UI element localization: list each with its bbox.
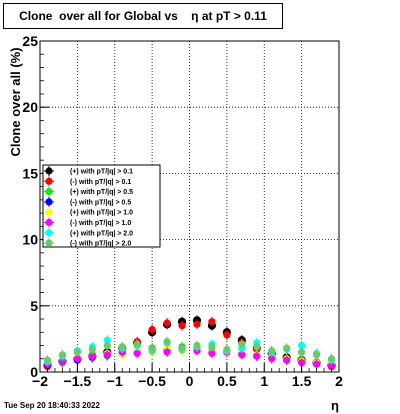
x-tick-label: −1.5 xyxy=(64,373,92,389)
data-point xyxy=(178,322,186,330)
legend-marker xyxy=(45,239,53,247)
legend-marker xyxy=(45,208,53,216)
data-point xyxy=(208,343,216,351)
data-point xyxy=(253,343,261,351)
series-8 xyxy=(43,336,336,366)
legend-entry-4: (-) with pT/|q| > 0.5 xyxy=(44,196,131,207)
y-tick-label: 20 xyxy=(22,99,38,115)
data-point xyxy=(118,343,126,351)
data-point xyxy=(148,345,156,354)
data-point xyxy=(163,319,171,327)
data-point xyxy=(88,352,96,360)
data-point xyxy=(238,351,246,359)
legend-entry-6: (-) with pT/|q| > 1.0 xyxy=(44,217,131,228)
x-axis-title: η xyxy=(331,398,339,413)
y-tick-label: 0 xyxy=(30,364,38,380)
legend-marker xyxy=(45,177,53,185)
data-point xyxy=(88,345,96,354)
x-tick-label: 1.5 xyxy=(292,373,312,389)
data-point xyxy=(283,344,291,352)
axis-ticks xyxy=(39,40,340,373)
legend-label: (+) with pT/|q| > 0.5 xyxy=(70,189,133,196)
x-tick-label: 2 xyxy=(335,373,343,389)
data-point xyxy=(327,361,336,369)
data-point xyxy=(253,352,261,360)
timestamp: Tue Sep 20 18:40:33 2022 xyxy=(4,401,100,410)
data-point xyxy=(133,340,141,348)
data-point xyxy=(103,341,111,350)
legend-entry-3: (+) with pT/|q| > 0.5 xyxy=(44,186,133,197)
x-tick-label: −0.5 xyxy=(138,373,166,389)
y-tick-label: 15 xyxy=(22,165,38,181)
legend-entry-1: (+) with pT/|q| > 0.1 xyxy=(44,166,133,176)
legend: (+) with pT/|q| > 0.1 (-) with pT/|q| > 0… xyxy=(42,164,161,249)
data-point xyxy=(103,336,111,344)
x-tick-label: 0.5 xyxy=(217,373,237,389)
legend-label: (-) with pT/|q| > 0.1 xyxy=(70,179,131,186)
y-tick-label: 10 xyxy=(22,232,38,248)
chart-title-box: Clone over all for Global vs η at pT > 0… xyxy=(3,3,283,29)
data-point xyxy=(193,320,201,328)
data-point xyxy=(43,356,52,364)
data-point xyxy=(73,355,81,363)
data-point xyxy=(163,337,171,346)
legend-marker xyxy=(45,188,53,196)
data-point xyxy=(268,347,276,355)
legend-label: (+) with pT/|q| > 0.1 xyxy=(70,169,133,176)
legend-label: (+) with pT/|q| > 2.0 xyxy=(70,230,133,237)
data-point xyxy=(298,348,306,356)
data-points xyxy=(43,315,336,372)
y-tick-label: 5 xyxy=(30,298,38,314)
data-point xyxy=(312,360,321,368)
data-point xyxy=(208,318,216,326)
data-point xyxy=(58,351,67,359)
data-point xyxy=(298,341,306,350)
x-tick-label: −2 xyxy=(32,373,48,389)
data-point xyxy=(148,326,156,334)
data-point xyxy=(312,351,321,359)
legend-label: (-) with pT/|q| > 1.0 xyxy=(70,220,131,227)
data-point xyxy=(133,349,141,358)
data-point xyxy=(283,356,291,364)
legend-marker xyxy=(45,198,53,206)
chart-title: Clone over all for Global vs η at pT > 0… xyxy=(19,9,267,23)
x-tick-label: −1 xyxy=(107,373,123,389)
data-point xyxy=(208,349,216,358)
x-tick-label: 1 xyxy=(260,373,268,389)
legend-entry-2: (-) with pT/|q| > 0.1 xyxy=(44,176,131,187)
legend-entry-8: (-) with pT/|q| > 2.0 xyxy=(44,238,131,249)
data-point xyxy=(238,340,246,348)
y-tick-label: 25 xyxy=(22,33,38,49)
data-point xyxy=(268,355,276,363)
legend-marker xyxy=(45,218,53,227)
legend-label: (-) with pT/|q| > 0.5 xyxy=(70,199,131,206)
data-point xyxy=(103,351,111,359)
legend-entry-5: (+) with pT/|q| > 1.0 xyxy=(44,207,133,218)
y-axis-title: Clone over all (%) xyxy=(8,47,23,156)
data-point xyxy=(327,355,336,363)
data-point xyxy=(193,341,201,350)
data-point xyxy=(73,348,81,356)
data-point xyxy=(58,357,67,366)
data-point xyxy=(298,359,306,367)
legend-marker xyxy=(45,167,53,175)
data-point xyxy=(223,345,231,354)
x-tick-label: 0 xyxy=(186,373,194,389)
legend-label: (-) with pT/|q| > 2.0 xyxy=(70,241,131,248)
data-point xyxy=(178,344,186,352)
data-point xyxy=(163,348,171,356)
data-point xyxy=(223,331,231,339)
legend-label: (+) with pT/|q| > 1.0 xyxy=(70,210,133,217)
legend-entry-7: (+) with pT/|q| > 2.0 xyxy=(44,227,133,238)
legend-marker xyxy=(45,229,53,237)
legend-box xyxy=(42,164,161,248)
